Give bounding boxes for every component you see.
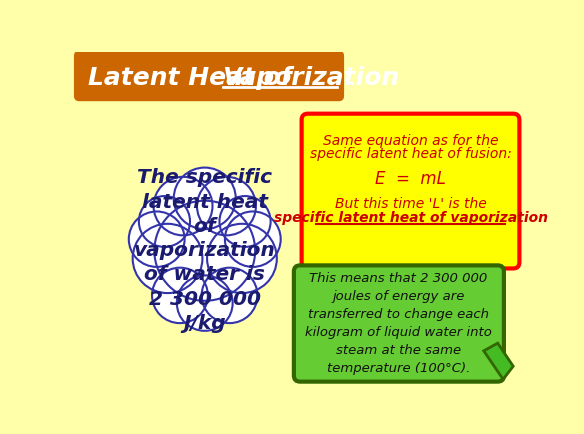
Text: E  =  mL: E = mL	[376, 170, 446, 188]
Circle shape	[129, 211, 185, 267]
Polygon shape	[484, 343, 513, 379]
Text: This means that 2 300 000
joules of energy are
transferred to change each
kilogr: This means that 2 300 000 joules of ener…	[305, 273, 492, 375]
Text: Same equation as for the: Same equation as for the	[323, 134, 499, 148]
Circle shape	[133, 224, 203, 293]
Circle shape	[197, 177, 256, 235]
FancyBboxPatch shape	[294, 265, 504, 381]
FancyBboxPatch shape	[75, 52, 343, 100]
FancyBboxPatch shape	[301, 114, 519, 269]
Text: specific latent heat of fusion:: specific latent heat of fusion:	[310, 148, 512, 161]
Circle shape	[154, 177, 213, 235]
Text: .: .	[493, 211, 498, 225]
Circle shape	[220, 196, 270, 247]
Circle shape	[177, 276, 232, 331]
Circle shape	[152, 268, 208, 323]
Text: The specific
latent heat
of
vaporization
of water is
2 300 000
J/kg: The specific latent heat of vaporization…	[134, 168, 276, 333]
Circle shape	[154, 201, 255, 301]
Circle shape	[201, 268, 258, 323]
Circle shape	[225, 211, 281, 267]
Circle shape	[174, 168, 236, 229]
Text: Vaporization: Vaporization	[223, 66, 399, 90]
Circle shape	[207, 224, 277, 293]
Circle shape	[139, 196, 190, 247]
Text: specific latent heat of vaporization: specific latent heat of vaporization	[274, 211, 548, 225]
Text: But this time 'L' is the: But this time 'L' is the	[335, 197, 487, 211]
Text: Latent Heat of: Latent Heat of	[89, 66, 301, 90]
